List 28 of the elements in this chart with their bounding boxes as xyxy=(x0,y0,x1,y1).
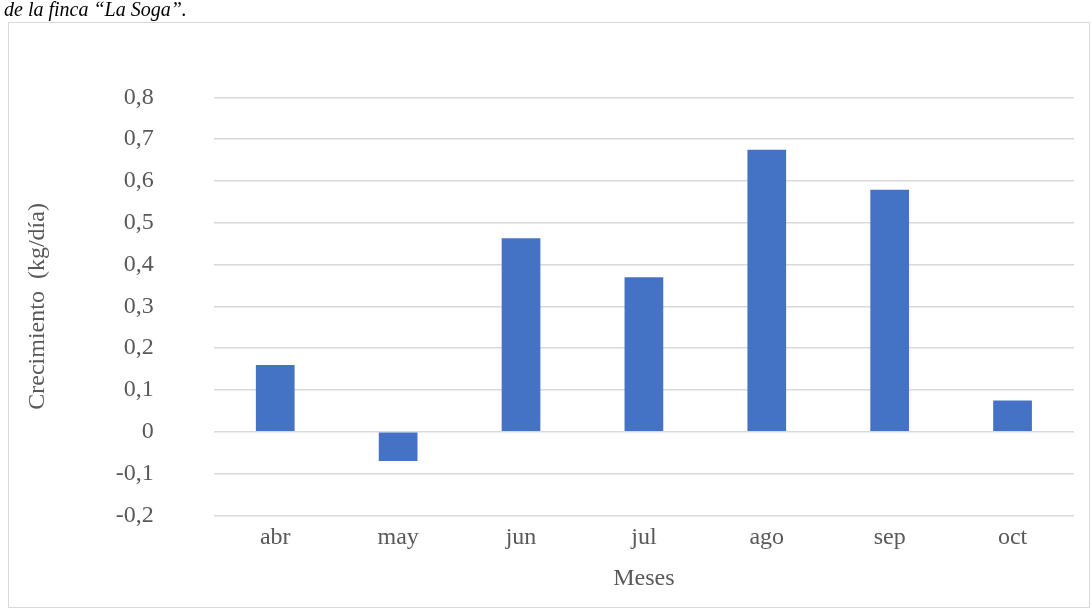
y-tick-label: 0,1 xyxy=(123,375,154,402)
text: de la finca “La Soga”. xyxy=(4,0,187,21)
x-axis-title: Meses xyxy=(613,563,675,590)
x-tick-label: jul xyxy=(630,523,657,550)
x-tick-label: oct xyxy=(997,523,1028,550)
x-tick-label: jun xyxy=(504,523,537,550)
y-tick-label: 0,8 xyxy=(123,82,154,109)
bar xyxy=(624,277,664,432)
y-tick-label: 0 xyxy=(141,417,154,444)
y-axis-title: Crecimiento (kg/día) xyxy=(22,203,49,410)
y-tick-label: -0,2 xyxy=(115,500,154,527)
bar xyxy=(993,400,1032,432)
bar xyxy=(501,238,541,432)
y-tick-label: 0,6 xyxy=(123,166,154,193)
x-tick-label: ago xyxy=(749,523,785,550)
x-tick-label: sep xyxy=(873,523,906,550)
bar xyxy=(378,432,418,462)
bar xyxy=(255,364,295,432)
x-tick-label: may xyxy=(377,523,419,550)
x-tick-label: abr xyxy=(259,523,291,550)
bar xyxy=(870,189,910,432)
y-tick-label: 0,5 xyxy=(123,208,154,235)
y-tick-label: 0,4 xyxy=(123,249,154,276)
y-tick-label: 0,2 xyxy=(123,333,154,360)
y-tick-label: -0,1 xyxy=(115,458,154,485)
y-tick-label: 0,3 xyxy=(123,291,154,318)
bar xyxy=(747,149,787,432)
y-tick-label: 0,7 xyxy=(123,124,154,151)
